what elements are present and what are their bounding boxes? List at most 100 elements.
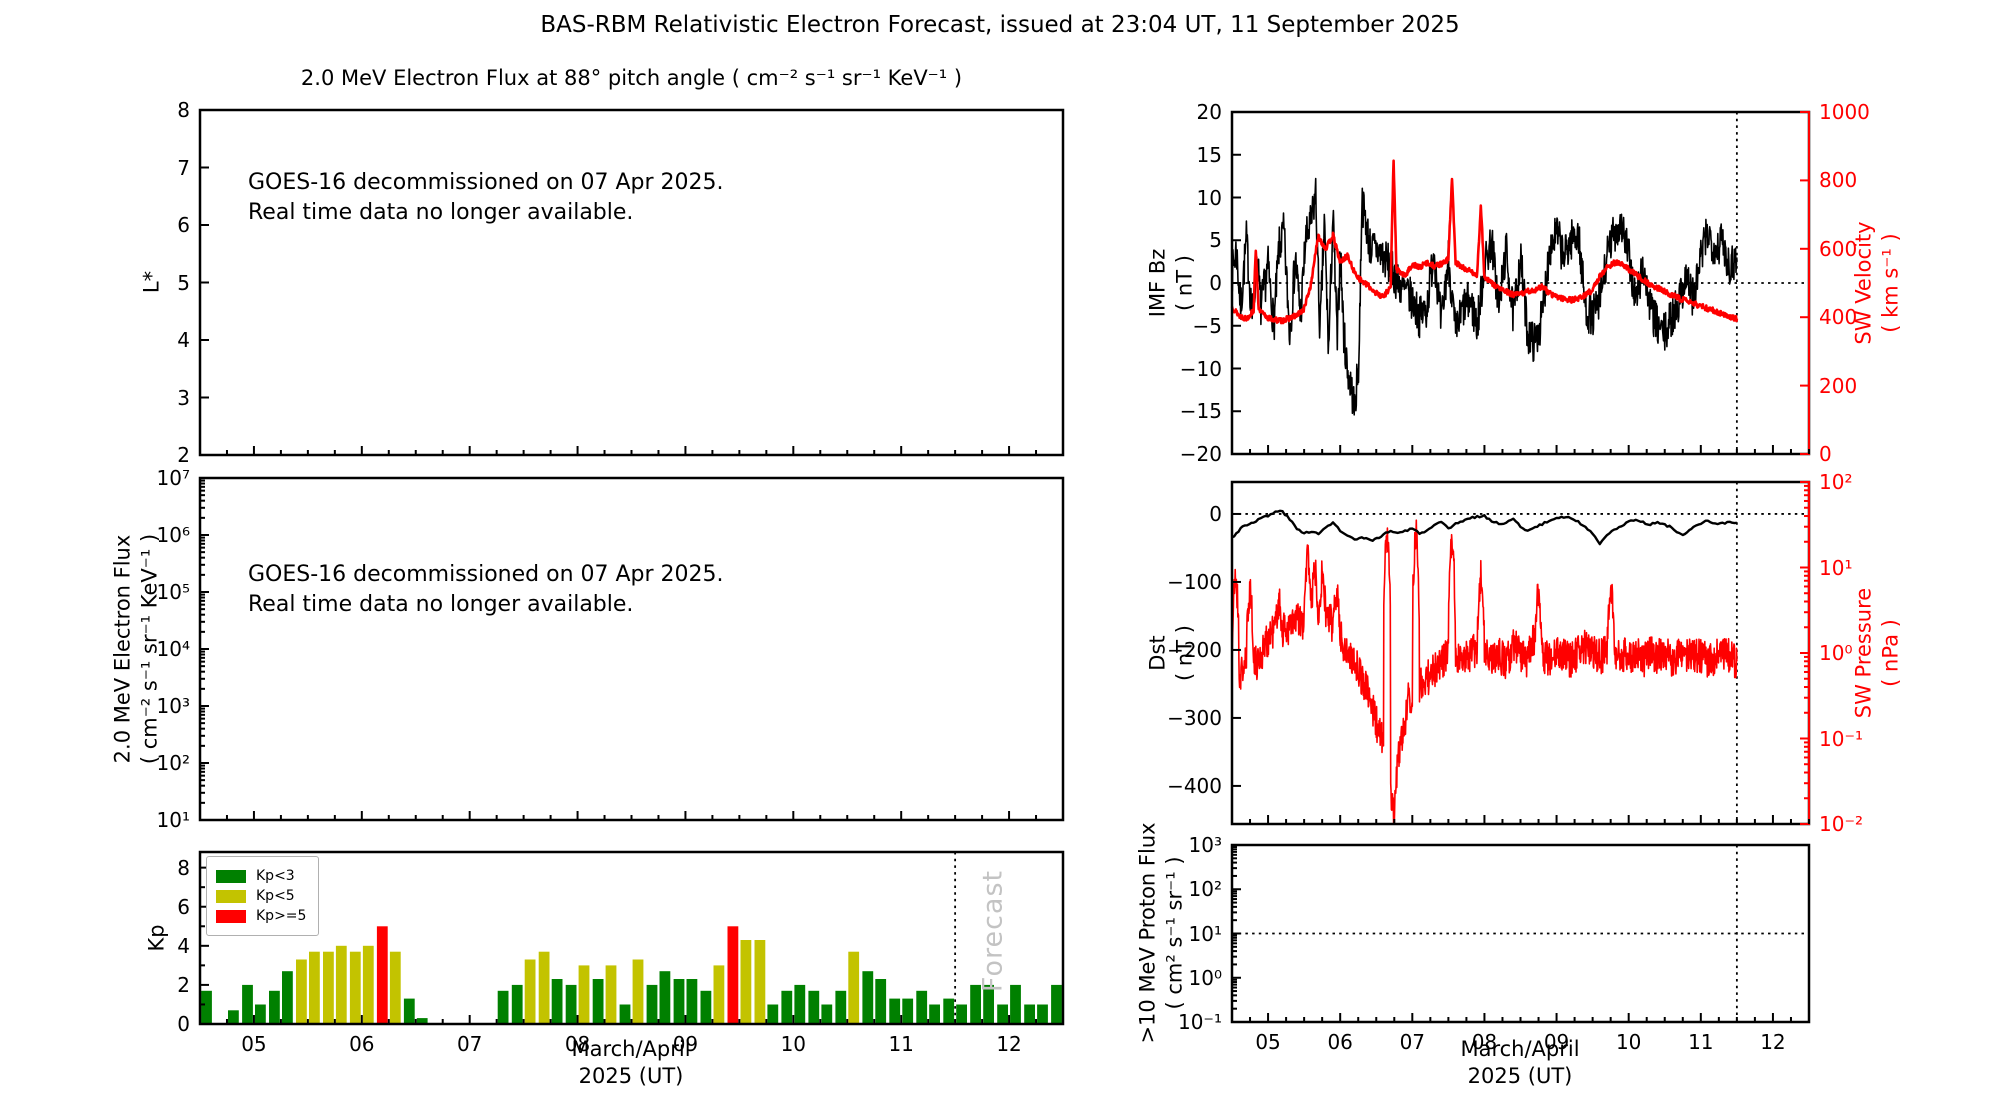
- sw-velocity-series: [1230, 159, 1739, 325]
- kp-bar: [1037, 1004, 1048, 1024]
- kp-bar: [578, 965, 590, 1024]
- goes-annotation-middle: GOES-16 decommissioned on 07 Apr 2025. R…: [248, 560, 724, 619]
- kp-bar: [403, 998, 415, 1024]
- kp-bar: [282, 971, 293, 1024]
- ylabel-proton-flux-line2: ( cm² s⁻¹ sr⁻¹ ): [1163, 856, 1187, 1010]
- goes-annotation-top-line1: GOES-16 decommissioned on 07 Apr 2025.: [248, 170, 724, 195]
- kp-bar: [700, 990, 712, 1024]
- kp-lt5-label: Kp<5: [256, 888, 295, 904]
- kp-legend-item-ge5: Kp>=5: [216, 908, 306, 924]
- xaxis-label-right: March/April 2025 (UT): [1460, 1036, 1579, 1091]
- xaxis-label-left: March/April 2025 (UT): [571, 1036, 690, 1091]
- ylabel-proton-flux-line1: >10 MeV Proton Flux: [1135, 822, 1160, 1044]
- kp-bar: [835, 990, 847, 1024]
- ylabel-dst-line1: Dst: [1145, 635, 1170, 671]
- goes-annotation-middle-line2: Real time data no longer available.: [248, 591, 634, 617]
- kp-bar: [296, 959, 307, 1024]
- ylabel-sw-velocity-line2: ( km s⁻¹ ): [1879, 233, 1903, 333]
- kp-bar: [997, 1004, 1008, 1024]
- kp-bar: [727, 926, 739, 1024]
- kp-bar: [511, 984, 523, 1024]
- kp-bar: [524, 959, 536, 1024]
- ylabel-proton-flux: >10 MeV Proton Flux ( cm² s⁻¹ sr⁻¹ ): [1135, 822, 1190, 1043]
- kp-bar: [848, 951, 860, 1024]
- kp-bar: [551, 979, 563, 1024]
- kp-bar: [673, 979, 685, 1024]
- kp-bar: [686, 979, 698, 1024]
- kp-bar: [605, 965, 617, 1024]
- kp-bar: [242, 984, 253, 1024]
- ylabel-electron-flux-line1: 2.0 MeV Electron Flux: [110, 534, 135, 764]
- xaxis-label-left-line2: 2025 (UT): [578, 1064, 684, 1089]
- xaxis-label-left-line1: March/April: [571, 1037, 691, 1061]
- kp-bar: [362, 945, 374, 1024]
- kp-ge5-label: Kp>=5: [256, 908, 307, 924]
- ylabel-sw-pressure-line2: ( nPa ): [1879, 619, 1903, 687]
- kp-bar: [970, 984, 981, 1024]
- xaxis-label-right-line1: March/April: [1460, 1037, 1580, 1061]
- panel-title-electron-flux: 2.0 MeV Electron Flux at 88° pitch angle…: [300, 66, 963, 90]
- kp-bar: [646, 984, 658, 1024]
- kp-lt3-swatch: [216, 869, 246, 883]
- kp-bar: [889, 998, 901, 1024]
- ylabel-sw-velocity-line1: SW Velocity: [1851, 221, 1876, 345]
- goes-annotation-top: GOES-16 decommissioned on 07 Apr 2025. R…: [248, 168, 724, 227]
- sw-pressure-series: [1231, 519, 1738, 825]
- kp-bar: [269, 990, 280, 1024]
- kp-bar: [916, 990, 928, 1024]
- kp-bar: [767, 1004, 779, 1024]
- kp-lt3-label: Kp<3: [256, 868, 295, 884]
- kp-bar: [389, 951, 401, 1024]
- ylabel-electron-flux: 2.0 MeV Electron Flux ( cm⁻² s⁻¹ sr⁻¹ Ke…: [110, 534, 165, 764]
- ylabel-sw-pressure: SW Pressure ( nPa ): [1851, 588, 1906, 718]
- goes-annotation-top-line2: Real time data no longer available.: [248, 199, 634, 225]
- ylabel-sw-velocity: SW Velocity ( km s⁻¹ ): [1851, 221, 1906, 344]
- kp-bar: [376, 926, 388, 1024]
- dst-series: [1231, 509, 1738, 546]
- kp-bar: [929, 1004, 940, 1024]
- kp-legend-item-lt5: Kp<5: [216, 888, 306, 904]
- kp-bar: [619, 1004, 631, 1024]
- forecast-watermark: Forecast: [977, 869, 1009, 993]
- kp-lt5-swatch: [216, 889, 246, 903]
- kp-bar: [228, 1010, 239, 1024]
- kp-bar: [781, 990, 793, 1024]
- xaxis-label-right-line2: 2025 (UT): [1467, 1064, 1573, 1089]
- kp-bar: [349, 951, 361, 1024]
- kp-bar: [538, 951, 550, 1024]
- kp-bar: [943, 998, 955, 1024]
- kp-bar: [956, 1004, 967, 1024]
- kp-bar: [821, 1004, 833, 1024]
- kp-bar: [794, 984, 806, 1024]
- kp-bar: [632, 959, 644, 1024]
- kp-bar: [875, 979, 887, 1024]
- panel-spine: [198, 108, 1065, 457]
- ylabel-dst: Dst ( nT ): [1145, 625, 1200, 681]
- kp-bar: [592, 979, 604, 1024]
- kp-bar: [335, 945, 347, 1024]
- kp-bar: [808, 990, 820, 1024]
- kp-bar: [309, 951, 320, 1024]
- ylabel-kp: Kp: [144, 924, 169, 952]
- kp-bar: [983, 984, 994, 1024]
- kp-bar: [323, 951, 334, 1024]
- ylabel-sw-pressure-line1: SW Pressure: [1851, 587, 1876, 719]
- ylabel-electron-flux-line2: ( cm⁻² s⁻¹ sr⁻¹ KeV⁻¹ ): [138, 533, 162, 765]
- kp-bar: [740, 940, 752, 1024]
- kp-bar: [201, 990, 212, 1024]
- kp-bar: [255, 1004, 266, 1024]
- kp-bar: [862, 971, 874, 1024]
- ylabel-imf-bz-line2: ( nT ): [1173, 255, 1197, 311]
- ylabel-imf-bz: IMF Bz ( nT ): [1145, 249, 1200, 318]
- kp-bar: [754, 940, 766, 1024]
- goes-annotation-middle-line1: GOES-16 decommissioned on 07 Apr 2025.: [248, 562, 724, 587]
- panel-spine: [198, 476, 1065, 822]
- ylabel-lstar: L*: [139, 270, 164, 294]
- figure-title: BAS-RBM Relativistic Electron Forecast, …: [540, 12, 1460, 38]
- kp-bar: [497, 990, 509, 1024]
- ylabel-dst-line2: ( nT ): [1173, 625, 1197, 681]
- kp-ge5-swatch: [216, 909, 246, 923]
- kp-bar: [565, 984, 577, 1024]
